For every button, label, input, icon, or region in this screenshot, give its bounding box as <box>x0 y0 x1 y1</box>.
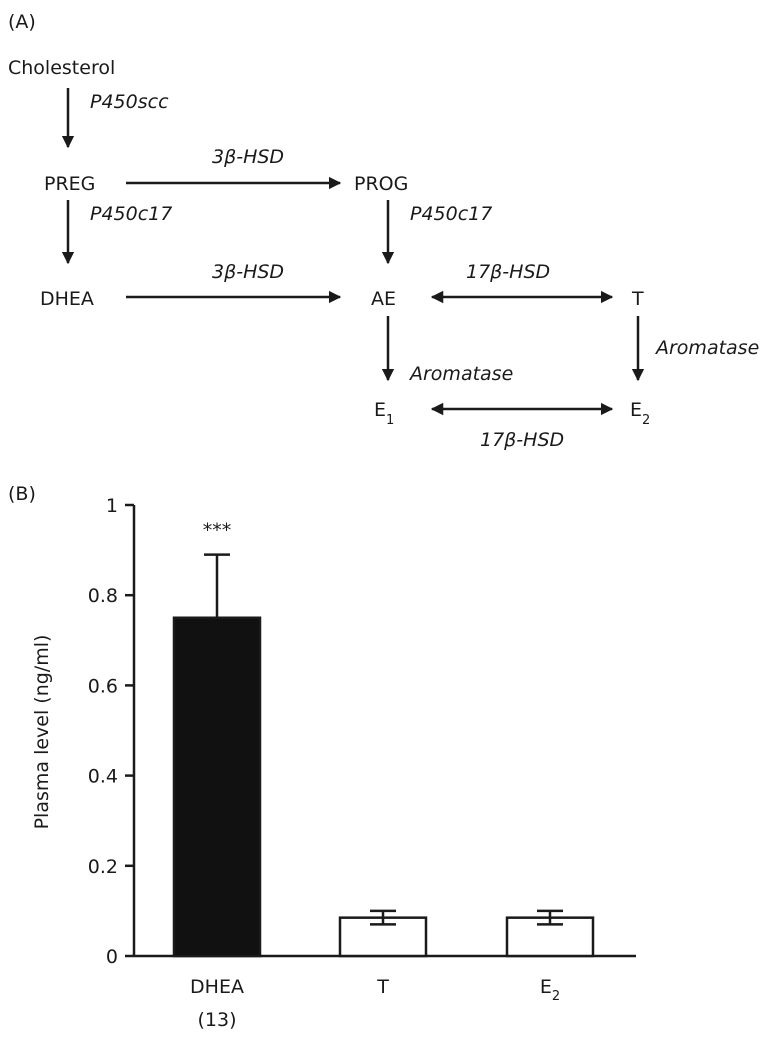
y-tick-label: 0 <box>106 946 118 968</box>
y-tick-label: 0.2 <box>88 856 118 878</box>
node-e1: E1 <box>374 399 394 428</box>
bars: *** <box>172 520 595 958</box>
node-dhea: DHEA <box>40 288 94 310</box>
y-tick-label: 1 <box>106 495 118 517</box>
pathway-diagram: (A) Cholesterol PREG PROG DHEA AE T E1 E… <box>8 11 759 451</box>
panel-b-label: (B) <box>8 483 36 505</box>
x-tick-note: (13) <box>197 1009 236 1031</box>
node-preg: PREG <box>44 173 95 195</box>
panel-a-label: (A) <box>8 11 36 33</box>
node-prog: PROG <box>354 173 408 195</box>
y-tick-label: 0.8 <box>88 585 118 607</box>
node-e2: E2 <box>630 399 650 428</box>
enzyme-p450scc: P450scc <box>90 91 169 113</box>
significance-annotation: *** <box>203 520 232 542</box>
bar <box>172 616 262 958</box>
enzyme-aromatase-ae-e1: Aromatase <box>408 363 513 385</box>
node-cholesterol: Cholesterol <box>8 57 115 79</box>
bar-chart: (B) Plasma level (ng/ml) 00.20.40.60.81 … <box>8 483 636 1031</box>
enzyme-p450c17-preg-dhea: P450c17 <box>90 203 172 225</box>
enzyme-3bhsd-preg-prog: 3β-HSD <box>212 146 284 168</box>
enzyme-17bhsd-ae-t: 17β-HSD <box>466 261 550 283</box>
y-tick-label: 0.4 <box>88 766 118 788</box>
y-tick-label: 0.6 <box>88 675 118 697</box>
enzyme-3bhsd-dhea-ae: 3β-HSD <box>212 261 284 283</box>
x-tick-label: T <box>376 976 389 998</box>
enzyme-aromatase-t-e2: Aromatase <box>654 337 759 359</box>
node-ae: AE <box>371 288 396 310</box>
y-axis-label: Plasma level (ng/ml) <box>31 635 53 830</box>
y-ticks: 0 0.2 0.4 0.6 0.8 1 <box>88 495 134 968</box>
x-tick-labels: DHEA (13) T E2 <box>190 976 560 1031</box>
enzyme-17bhsd-e1-e2: 17β-HSD <box>480 429 564 451</box>
node-t: T <box>631 288 644 310</box>
enzyme-p450c17-prog-ae: P450c17 <box>410 203 492 225</box>
x-tick-label: E2 <box>540 976 560 1004</box>
x-tick-label: DHEA <box>190 976 244 998</box>
